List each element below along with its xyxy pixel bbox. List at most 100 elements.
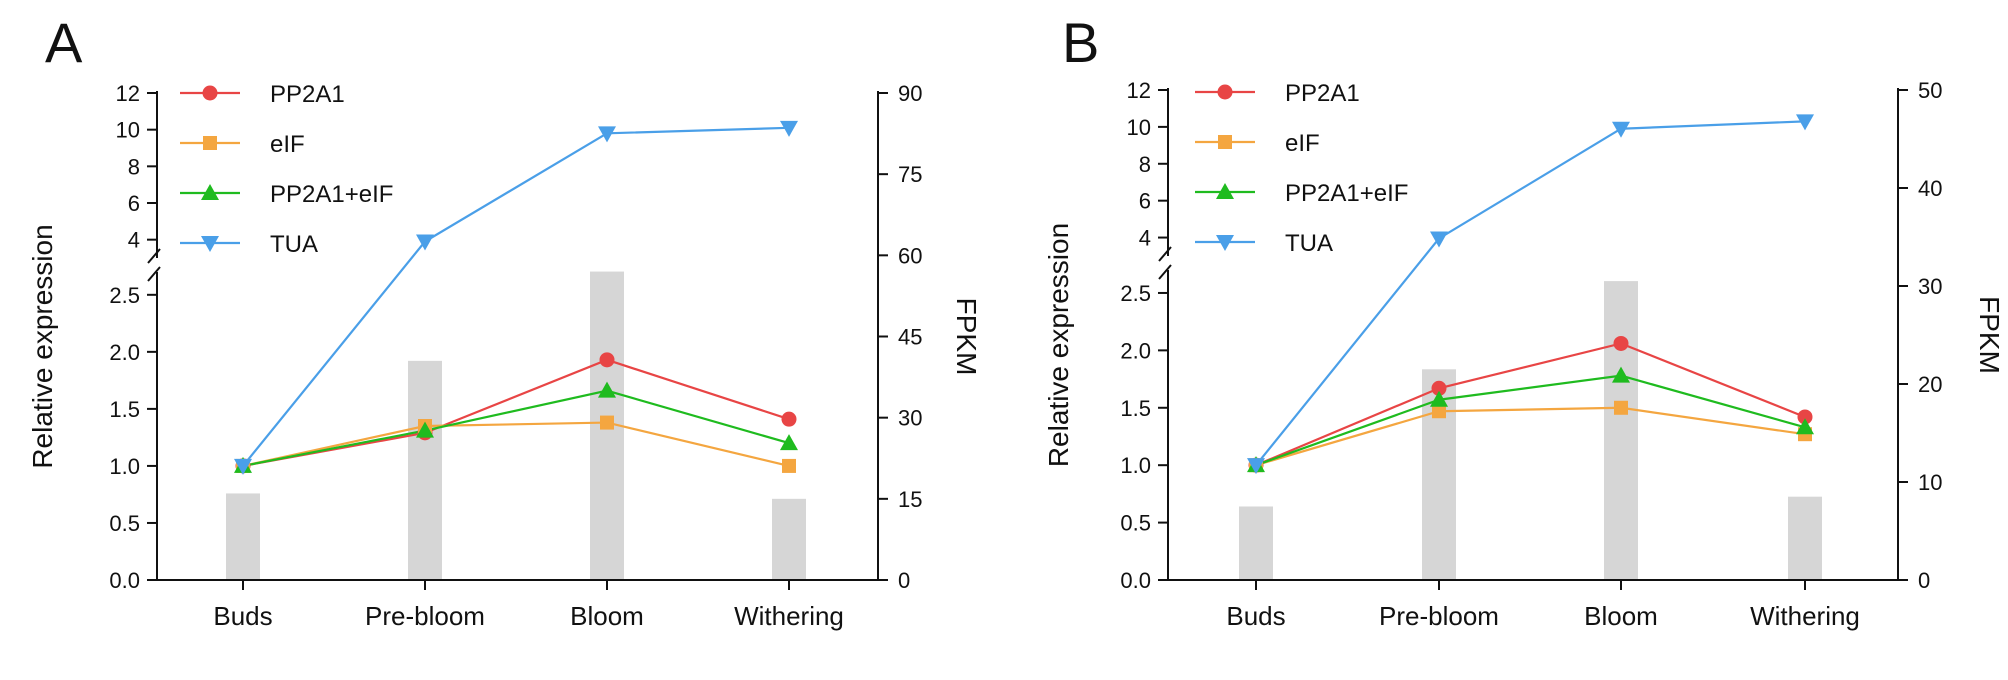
series-line-eif (1255, 406, 1806, 467)
axis-break-mark-bottom (147, 266, 161, 282)
series-line-pp2a1 (242, 358, 790, 468)
y-tick-label: 8 (1139, 152, 1151, 177)
data-point-pp2a1-eif-withering (780, 434, 798, 451)
data-point-pp2a1-eif-withering (1796, 418, 1814, 435)
data-point-tua-bloom (598, 126, 616, 143)
y-axis-title: Relative expression (27, 224, 58, 468)
y-tick-label: 12 (116, 81, 140, 106)
fpkm-bar-pre-bloom (408, 360, 442, 580)
panel-letter: B (1062, 11, 1099, 74)
y2-axis-title: FPKM (951, 298, 982, 376)
x-tick-label-bloom: Bloom (570, 601, 644, 631)
data-point-tua-withering (1796, 114, 1814, 131)
data-point-eif-bloom (600, 415, 614, 430)
fpkm-bar-buds (1239, 506, 1273, 580)
y-tick-label: 2.5 (109, 283, 140, 308)
y-tick-label: 2.0 (109, 340, 140, 365)
fpkm-bar-withering (772, 498, 806, 580)
y2-axis-title: FPKM (1974, 296, 2005, 374)
data-point-pp2a1-eif-bloom (1612, 366, 1630, 383)
y2-tick-label: 0 (1918, 568, 1930, 593)
x-tick-label-buds: Buds (1226, 601, 1285, 631)
y2-tick-label: 50 (1918, 78, 1942, 103)
y2-tick-label: 90 (898, 81, 922, 106)
y2-tick-label: 10 (1918, 470, 1942, 495)
y-tick-label: 4 (128, 228, 140, 253)
legend-label: PP2A1+eIF (1285, 180, 1408, 207)
y-tick-label: 10 (116, 118, 140, 143)
legend-marker (1218, 135, 1232, 149)
y-tick-label: 0.0 (1120, 568, 1151, 593)
y-tick-label: 10 (1127, 115, 1151, 140)
data-point-tua-pre-bloom (1430, 231, 1448, 248)
y-tick-label: 0.5 (1120, 511, 1151, 536)
legend-marker (201, 236, 219, 252)
series-line-pp2a1-eif (242, 389, 790, 468)
data-point-pp2a1-pre-bloom (1431, 380, 1447, 396)
data-point-pp2a1-bloom (1613, 335, 1629, 351)
data-point-pp2a1-eif-pre-bloom (1430, 390, 1448, 407)
legend-marker (1216, 183, 1234, 199)
y2-tick-label: 45 (898, 325, 922, 350)
legend: PP2A1 eIF PP2A1+eIF TUA (180, 81, 393, 258)
y-tick-label: 6 (1139, 189, 1151, 214)
y-tick-label: 4 (1139, 226, 1151, 251)
data-point-pp2a1-withering (1797, 409, 1813, 425)
legend-marker (203, 136, 217, 150)
y2-tick-label: 30 (1918, 274, 1942, 299)
axis-break-mark-top (147, 248, 161, 264)
y-tick-label: 1.0 (1120, 453, 1151, 478)
y2-tick-label: 60 (898, 243, 922, 268)
y2-tick-label: 40 (1918, 176, 1942, 201)
legend-marker (1217, 84, 1233, 100)
data-point-tua-bloom (1612, 121, 1630, 138)
legend-marker (201, 184, 219, 200)
y-axis-title: Relative expression (1043, 223, 1074, 467)
data-point-pp2a1-withering (781, 411, 797, 427)
y2-tick-label: 15 (898, 487, 922, 512)
data-point-pp2a1-eif-bloom (598, 381, 616, 398)
y-tick-label: 1.0 (109, 454, 140, 479)
data-point-tua-withering (780, 120, 798, 137)
data-point-eif-pre-bloom (1432, 404, 1446, 419)
data-point-eif-withering (782, 458, 796, 473)
series-line-tua (1255, 120, 1806, 466)
series-line-pp2a1 (1255, 342, 1806, 467)
x-tick-label-bloom: Bloom (1584, 601, 1658, 631)
y-tick-label: 0.0 (109, 568, 140, 593)
y2-tick-label: 75 (898, 162, 922, 187)
series-line-pp2a1-eif (1255, 374, 1806, 467)
legend-label: TUA (1285, 230, 1333, 257)
x-tick-label-withering: Withering (1750, 601, 1860, 631)
data-point-pp2a1-bloom (599, 352, 615, 368)
x-tick-label-buds: Buds (213, 601, 272, 631)
y-tick-label: 12 (1127, 78, 1151, 103)
y-tick-label: 2.5 (1120, 281, 1151, 306)
series-line-tua (242, 126, 790, 467)
fpkm-bar-buds (226, 493, 260, 580)
y-tick-label: 1.5 (1120, 396, 1151, 421)
legend: PP2A1 eIF PP2A1+eIF TUA (1195, 80, 1408, 257)
data-point-tua-buds (1247, 458, 1265, 475)
y-tick-label: 2.0 (1120, 338, 1151, 363)
y2-tick-label: 20 (1918, 372, 1942, 397)
legend-marker (202, 85, 218, 101)
data-point-pp2a1-eif-pre-bloom (416, 421, 434, 438)
series-line-eif (242, 421, 790, 468)
x-tick-label-pre-bloom: Pre-bloom (1379, 601, 1499, 631)
x-tick-label-withering: Withering (734, 601, 844, 631)
y2-tick-label: 0 (898, 568, 910, 593)
panel-letter: A (45, 11, 83, 74)
y-tick-label: 8 (128, 154, 140, 179)
axis-break-mark-top (1158, 246, 1172, 262)
legend-label: TUA (270, 231, 318, 258)
x-tick-label-pre-bloom: Pre-bloom (365, 601, 485, 631)
chart-panel-b: 0.0 0.5 1.0 1.5 2.0 2.5 4 6 8 10 12 0 10 20 30 40 50 Buds… (1043, 11, 2005, 631)
legend-label: eIF (1285, 130, 1320, 157)
legend-label: PP2A1+eIF (270, 181, 393, 208)
legend-label: eIF (270, 131, 305, 158)
y-tick-label: 1.5 (109, 397, 140, 422)
fpkm-bar-withering (1788, 496, 1822, 580)
data-point-tua-pre-bloom (416, 234, 434, 251)
